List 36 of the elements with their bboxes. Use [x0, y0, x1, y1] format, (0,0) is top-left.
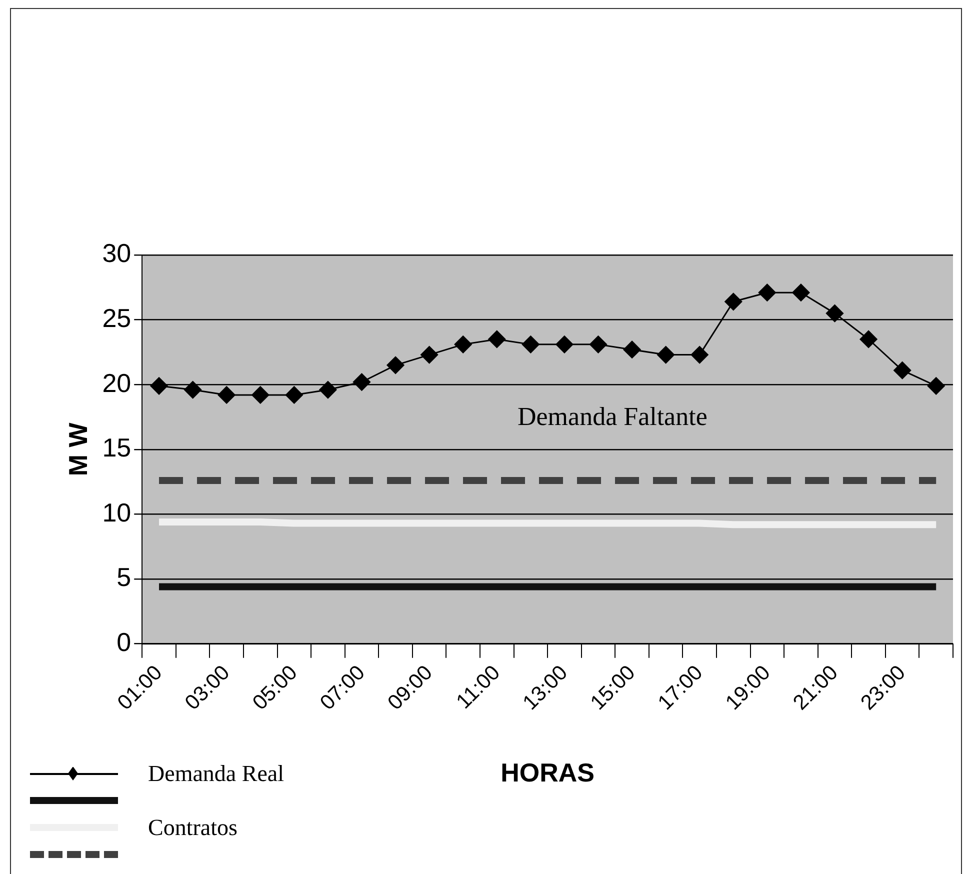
point — [860, 330, 878, 348]
point — [792, 284, 810, 302]
point — [724, 292, 742, 310]
point — [623, 340, 641, 358]
y-tick-label: 0 — [116, 626, 132, 657]
point — [488, 330, 506, 348]
legend-label: Demanda Real — [148, 760, 284, 786]
point — [454, 336, 472, 354]
point — [690, 346, 708, 364]
point — [285, 386, 303, 404]
y-tick-label: 20 — [102, 368, 132, 398]
y-tick-label: 10 — [102, 497, 132, 528]
point — [927, 377, 945, 395]
y-tick-label: 25 — [102, 302, 132, 333]
point — [386, 356, 404, 374]
point — [826, 304, 844, 322]
point — [352, 373, 370, 391]
annotation: Demanda Faltante — [517, 402, 708, 432]
point — [184, 381, 202, 399]
legend-label: Contratos — [148, 814, 238, 840]
point — [894, 362, 912, 380]
y-tick-label: 15 — [102, 432, 132, 463]
y-tick-label: 5 — [116, 562, 132, 592]
point — [218, 386, 236, 404]
y-axis-title: M W — [62, 422, 93, 476]
point — [556, 336, 574, 354]
point — [420, 346, 438, 364]
y-tick-label: 30 — [102, 238, 132, 268]
x-axis-title: HORAS — [500, 758, 595, 788]
point — [589, 336, 607, 354]
point — [252, 386, 270, 404]
point — [522, 336, 540, 354]
point — [319, 381, 337, 399]
point — [758, 284, 776, 302]
point — [150, 377, 168, 395]
point — [657, 346, 675, 364]
